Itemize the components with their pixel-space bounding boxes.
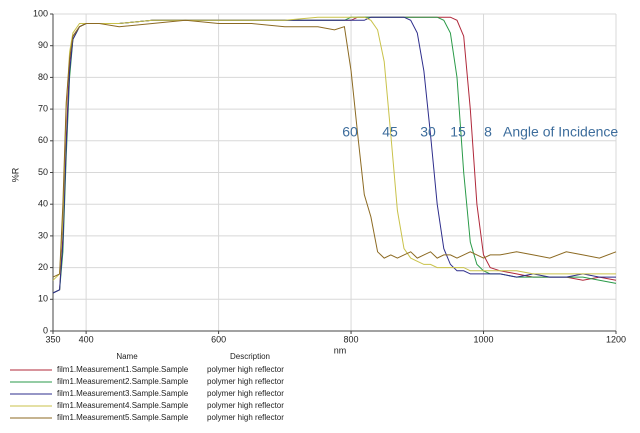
y-tick-label: 40 bbox=[38, 199, 48, 209]
legend-description: polymer high reflector bbox=[207, 401, 284, 410]
legend-header: Name bbox=[116, 352, 138, 361]
annotation: 45 bbox=[382, 124, 398, 140]
x-tick-label: 350 bbox=[45, 334, 60, 344]
y-tick-label: 20 bbox=[38, 262, 48, 272]
legend-header: Description bbox=[230, 352, 270, 361]
legend-description: polymer high reflector bbox=[207, 413, 284, 422]
data-line bbox=[52, 16, 617, 294]
y-tick-label: 10 bbox=[38, 294, 48, 304]
annotation: 60 bbox=[342, 124, 358, 140]
data-line bbox=[52, 16, 616, 281]
y-tick-label: 100 bbox=[33, 8, 48, 18]
x-tick-label: 600 bbox=[211, 334, 226, 344]
legend-name: film1.Measurement3.Sample.Sample bbox=[57, 389, 189, 398]
legend-description: polymer high reflector bbox=[207, 389, 284, 398]
y-tick-label: 70 bbox=[38, 103, 48, 113]
y-tick-label: 60 bbox=[38, 135, 48, 145]
legend-name: film1.Measurement2.Sample.Sample bbox=[57, 377, 189, 386]
x-axis-label: nm bbox=[334, 345, 347, 355]
x-tick-label: 800 bbox=[344, 334, 359, 344]
x-tick-label: 1000 bbox=[474, 334, 494, 344]
annotation: Angle of Incidence bbox=[503, 124, 618, 140]
y-tick-label: 50 bbox=[38, 167, 48, 177]
data-line bbox=[52, 16, 617, 294]
legend-name: film1.Measurement4.Sample.Sample bbox=[57, 401, 189, 410]
y-tick-label: 0 bbox=[43, 325, 48, 335]
y-tick-label: 30 bbox=[38, 230, 48, 240]
y-axis-label: %R bbox=[10, 167, 20, 182]
data-line bbox=[52, 19, 617, 278]
x-tick-label: 1200 bbox=[606, 334, 626, 344]
annotation: 15 bbox=[450, 124, 466, 140]
x-tick-label: 400 bbox=[79, 334, 94, 344]
legend-name: film1.Measurement1.Sample.Sample bbox=[57, 365, 189, 374]
legend-name: film1.Measurement5.Sample.Sample bbox=[57, 413, 189, 422]
y-tick-label: 80 bbox=[38, 72, 48, 82]
annotation: 8 bbox=[484, 124, 492, 140]
legend-description: polymer high reflector bbox=[207, 365, 284, 374]
y-tick-label: 90 bbox=[38, 40, 48, 50]
data-line bbox=[52, 16, 616, 294]
annotation: 30 bbox=[420, 124, 436, 140]
legend-description: polymer high reflector bbox=[207, 377, 284, 386]
